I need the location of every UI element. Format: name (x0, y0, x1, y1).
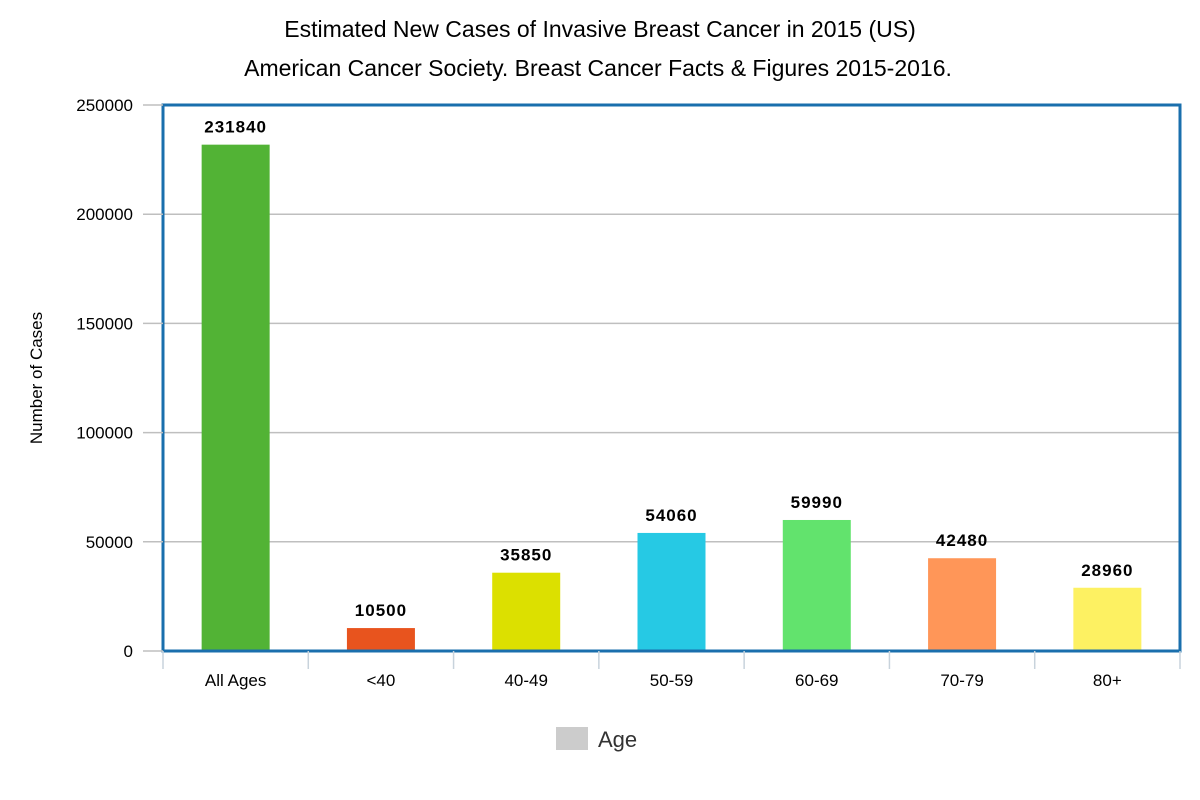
bar (492, 572, 561, 651)
y-tick-label: 50000 (86, 533, 133, 552)
bar (637, 532, 706, 651)
legend-label: Age (598, 727, 637, 752)
bar (1073, 587, 1142, 651)
legend: Age (556, 727, 637, 752)
plot-area-border (161, 103, 1182, 653)
gridlines (163, 213, 1180, 543)
bar (201, 144, 270, 651)
x-tick-label: 70-79 (940, 671, 983, 690)
bars (201, 144, 1142, 651)
x-tick-label: 40-49 (504, 671, 547, 690)
y-tick-label: 250000 (76, 96, 133, 115)
bar (782, 519, 851, 651)
y-tick-label: 100000 (76, 424, 133, 443)
data-labels: 231840 10500 35850 54060 59990 42480 28960 (204, 118, 1133, 620)
data-label: 28960 (1081, 561, 1133, 580)
axes: 0 50000 100000 150000 200000 250000 All Ages <4… (76, 96, 1181, 690)
bar (346, 628, 415, 651)
y-tick-label: 150000 (76, 314, 133, 333)
y-tick-label: 200000 (76, 205, 133, 224)
y-tick-label: 0 (124, 642, 133, 661)
data-label: 54060 (645, 506, 697, 525)
x-tick-label: 80+ (1093, 671, 1122, 690)
x-tick-label: 50-59 (650, 671, 693, 690)
chart-title: Estimated New Cases of Invasive Breast C… (284, 16, 916, 42)
x-tick-label: <40 (367, 671, 396, 690)
data-label: 231840 (204, 118, 267, 137)
data-label: 10500 (355, 601, 407, 620)
data-label: 59990 (791, 493, 843, 512)
x-tick-label: All Ages (205, 671, 266, 690)
y-axis-title: Number of Cases (27, 312, 46, 444)
x-tick-label: 60-69 (795, 671, 838, 690)
legend-swatch (556, 727, 588, 750)
data-label: 42480 (936, 531, 988, 550)
data-label: 35850 (500, 546, 552, 565)
bar (928, 558, 997, 651)
chart-subtitle: American Cancer Society. Breast Cancer F… (244, 55, 952, 81)
